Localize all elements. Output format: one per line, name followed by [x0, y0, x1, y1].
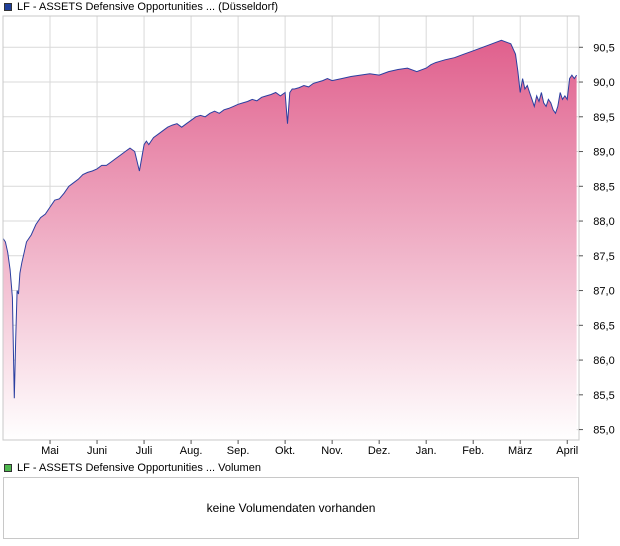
price-legend-label: LF - ASSETS Defensive Opportunities ... …	[17, 1, 279, 13]
volume-panel: keine Volumendaten vorhanden	[3, 477, 579, 539]
x-tick-label: Aug.	[180, 445, 203, 457]
y-tick-label: 87,0	[593, 286, 614, 298]
y-tick-label: 90,0	[593, 77, 614, 89]
y-tick-label: 88,0	[593, 216, 614, 228]
y-tick-label: 88,5	[593, 181, 614, 193]
y-tick-label: 89,0	[593, 147, 614, 159]
volume-legend-label: LF - ASSETS Defensive Opportunities ... …	[17, 462, 261, 474]
price-line	[2, 39, 578, 399]
y-tick-label: 89,5	[593, 112, 614, 124]
plot-frame	[2, 15, 580, 441]
x-tick-label: Nov.	[321, 445, 343, 457]
x-tick-label: März	[508, 445, 532, 457]
x-tick-label: Juli	[136, 445, 153, 457]
price-legend: LF - ASSETS Defensive Opportunities ... …	[4, 0, 278, 14]
x-tick-label: Dez.	[368, 445, 391, 457]
y-tick-label: 87,5	[593, 251, 614, 263]
x-tick-label: Feb.	[462, 445, 484, 457]
x-axis-ticks: Mai Juni Juli Aug. Sep. Okt. Nov. Dez. Jan. Feb. M…	[41, 440, 578, 457]
y-tick-label: 85,0	[593, 425, 614, 437]
x-tick-label: Okt.	[275, 445, 295, 457]
price-chart: Mai Juni Juli Aug. Sep. Okt. Nov. Dez. Jan. Feb. M…	[2, 15, 615, 457]
y-tick-label: 85,5	[593, 390, 614, 402]
x-tick-label: Sep.	[227, 445, 250, 457]
no-volume-message: keine Volumendaten vorhanden	[206, 501, 376, 515]
volume-legend: LF - ASSETS Defensive Opportunities ... …	[4, 461, 261, 475]
price-area	[3, 40, 577, 441]
y-tick-label: 86,0	[593, 355, 614, 367]
x-tick-label: April	[556, 445, 578, 457]
x-tick-label: Juni	[87, 445, 107, 457]
y-axis-ticks: 85,0 85,5 86,0 86,5 87,0 87,5 88,0 88,5 89,0 89,5…	[579, 42, 615, 437]
y-tick-label: 90,5	[593, 42, 614, 54]
x-tick-label: Mai	[41, 445, 59, 457]
y-tick-label: 86,5	[593, 320, 614, 332]
x-tick-label: Jan.	[416, 445, 437, 457]
price-legend-swatch	[4, 3, 12, 11]
volume-legend-swatch	[4, 464, 12, 472]
